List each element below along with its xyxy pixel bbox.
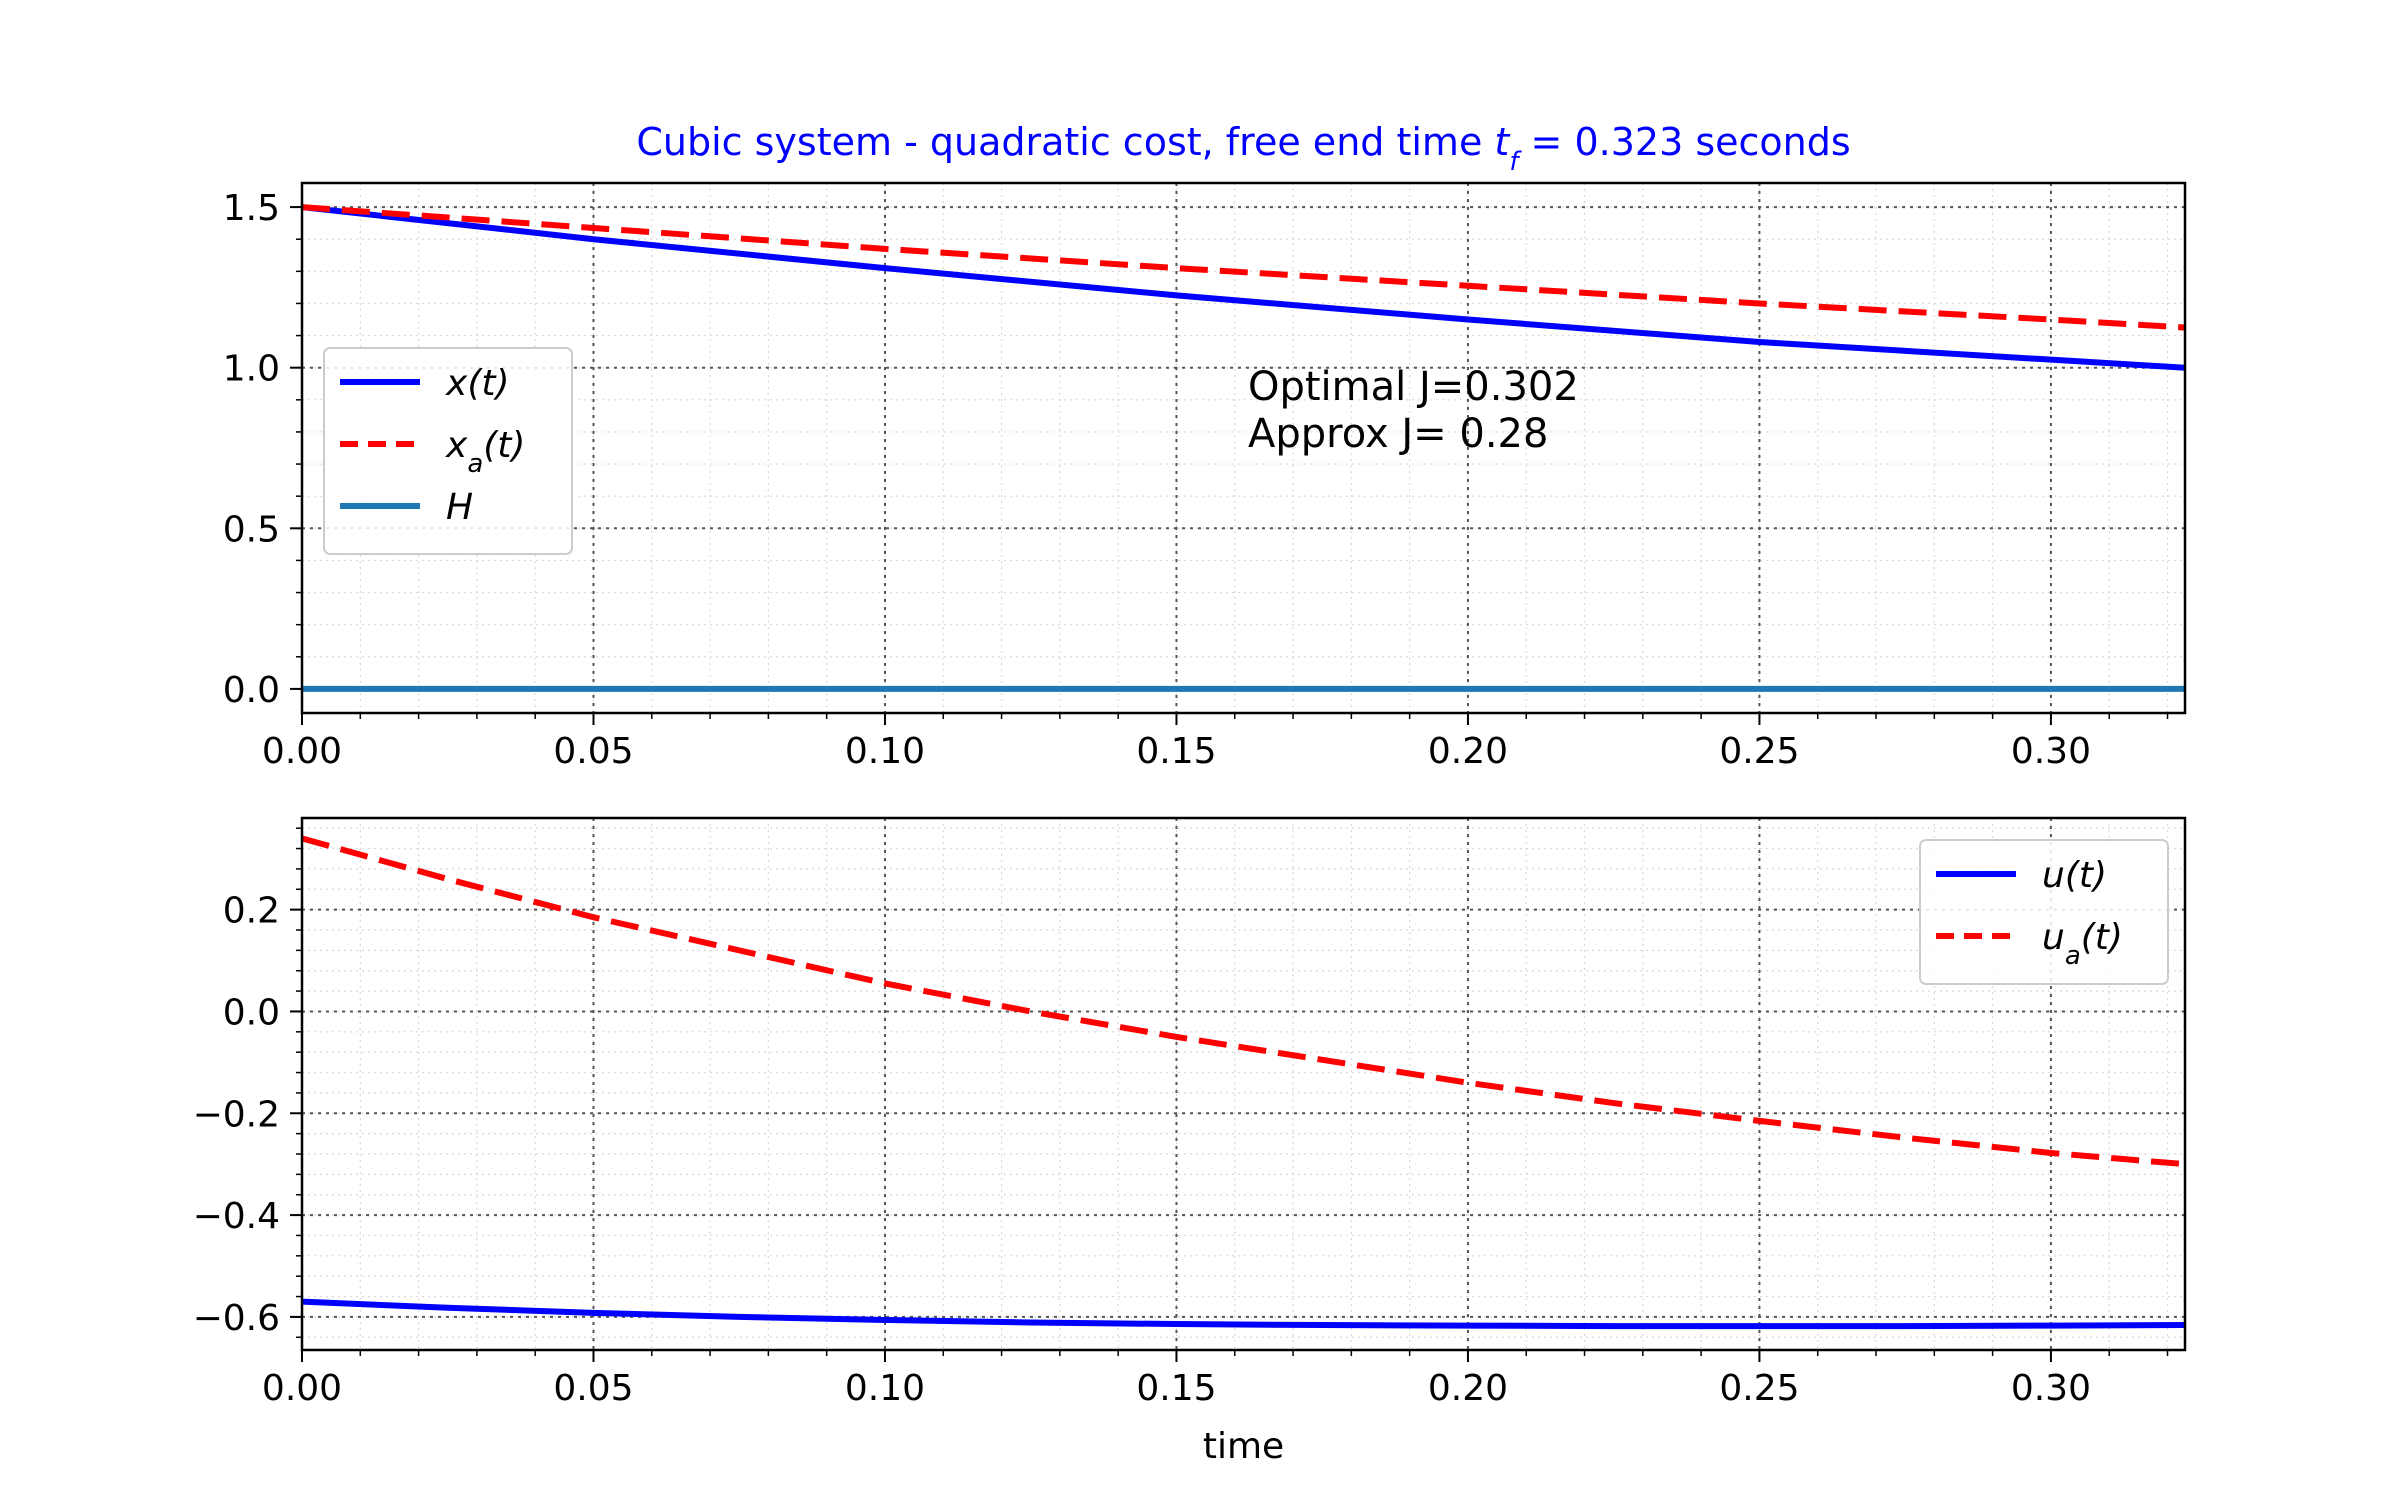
- legend: u(t) ua(t): [1919, 839, 2169, 985]
- y-tick-label: 0.2: [223, 891, 280, 932]
- series-line-u(t): [302, 1298, 2185, 1330]
- x-tick-label: 0.20: [1428, 731, 1508, 772]
- x-axis-label: time: [1203, 1426, 1284, 1467]
- legend-box: [323, 347, 573, 555]
- series-line-u_a(t): [302, 835, 2185, 1168]
- annotation-1: Optimal J=0.302: [1248, 364, 1579, 410]
- x-tick-label: 0.00: [262, 1368, 342, 1409]
- plot-frame: [300, 816, 2187, 1352]
- x-tick-label: 0.30: [2011, 731, 2091, 772]
- legend-label-u(t): u(t): [2042, 855, 2107, 896]
- x-tick-label: 0.15: [1136, 1368, 1216, 1409]
- y-tick-label: −0.4: [193, 1196, 280, 1237]
- y-tick-label: −0.6: [193, 1298, 280, 1339]
- x-tick-label: 0.10: [845, 731, 925, 772]
- x-tick-label: 0.25: [1719, 731, 1799, 772]
- x-tick-label: 0.20: [1428, 1368, 1508, 1409]
- x-tick-label: 0.10: [845, 1368, 925, 1409]
- y-tick-label: 0.0: [223, 670, 280, 711]
- series-line-x_a(t): [302, 204, 2185, 331]
- legend-label-x(t): x(t): [445, 363, 510, 404]
- x-tick-label: 0.00: [262, 731, 342, 772]
- y-tick-label: 0.0: [223, 992, 280, 1033]
- plot-frame: [300, 181, 2187, 715]
- x-tick-label: 0.05: [553, 1368, 633, 1409]
- legend: x(t) xa(t) H: [323, 347, 573, 555]
- chart-title: Cubic system - quadratic cost, free end …: [636, 120, 1850, 177]
- x-tick-label: 0.05: [553, 731, 633, 772]
- y-tick-label: −0.2: [193, 1094, 280, 1135]
- x-tick-label: 0.25: [1719, 1368, 1799, 1409]
- series-line-x(t): [302, 204, 2185, 371]
- y-tick-label: 1.0: [223, 349, 280, 390]
- y-tick-label: 1.5: [223, 188, 280, 229]
- annotation-2: Approx J= 0.28: [1248, 411, 1548, 457]
- legend-label-x_a(t): xa(t): [445, 425, 525, 479]
- x-tick-label: 0.15: [1136, 731, 1216, 772]
- chart-panel-2: 0.00 0.05 0.10 0.15 0.20 0.25 0.30 −0.6 −0.4 −0.2…: [193, 816, 2187, 1467]
- legend-label-u_a(t): ua(t): [2042, 917, 2123, 971]
- x-tick-label: 0.30: [2011, 1368, 2091, 1409]
- chart-panel-1: 0.00 0.05 0.10 0.15 0.20 0.25 0.30 0.0 0.5 1.0 1.5…: [223, 120, 2187, 772]
- y-tick-label: 0.5: [223, 509, 280, 550]
- legend-label-H: H: [446, 487, 473, 528]
